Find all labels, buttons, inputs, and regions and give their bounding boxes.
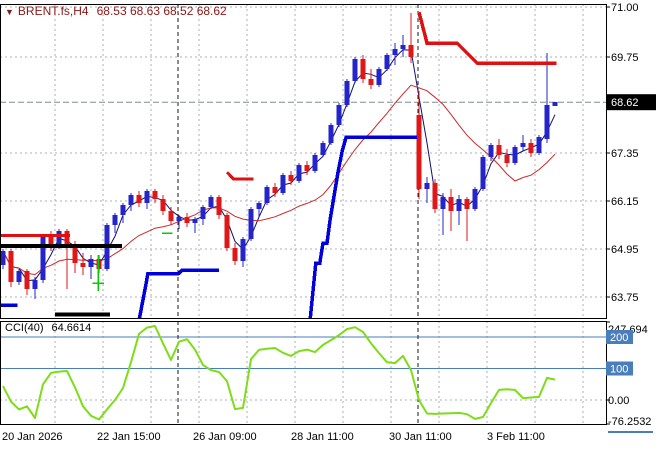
panel-divider[interactable] [0, 319, 607, 321]
current-price-box-label: 68.62 [611, 97, 639, 109]
cci-indicator-label: CCI(40) 64.6614 [5, 322, 91, 334]
cci-axis-labels: 247.6942001000.00-76.2532 [606, 321, 653, 433]
svg-text:200: 200 [610, 332, 628, 344]
current-price-box [606, 94, 656, 111]
time-axis-labels: 20 Jan 2026 22 Jan 15:00 26 Jan 09:00 28 Ja… [2, 431, 545, 443]
svg-text:71.00: 71.00 [611, 2, 639, 14]
time-label: 20 Jan 2026 [2, 431, 63, 443]
time-label: 22 Jan 15:00 [97, 431, 161, 443]
time-label: 30 Jan 11:00 [389, 431, 452, 443]
trade-markers [92, 232, 173, 291]
svg-text:66.15: 66.15 [611, 196, 639, 208]
resistance-step-down [417, 11, 557, 65]
ohlc-values: 68.53 68.63 68.52 68.62 [96, 4, 227, 18]
time-axis[interactable] [0, 426, 660, 450]
svg-text:64.95: 64.95 [611, 244, 639, 256]
support-step-rise-1 [137, 268, 219, 319]
resistance-hook-mid [225, 171, 254, 181]
support-step-rise-2 [308, 135, 417, 319]
moving-average-lines [2, 49, 556, 282]
time-label: 28 Jan 11:00 [291, 431, 354, 443]
time-label: 26 Jan 09:00 [193, 431, 257, 443]
svg-text:63.75: 63.75 [611, 292, 639, 304]
main-chart-content [0, 4, 607, 319]
svg-text:-76.2532: -76.2532 [608, 416, 651, 428]
price-axis-labels: 71.00 69.75 67.35 66.15 64.95 63.75 68.62 [606, 2, 656, 304]
cci-value: 64.6614 [51, 322, 92, 334]
svg-text:69.75: 69.75 [611, 52, 639, 64]
svg-text:100: 100 [610, 364, 628, 376]
cci-name: CCI(40) [5, 322, 44, 334]
cci-panel-plot[interactable] [0, 321, 607, 425]
cci-line-group [2, 325, 556, 421]
time-label: 3 Feb 11:00 [487, 431, 545, 443]
symbol-ohlc-title: ▼ BRENT.fs,H4 68.53 68.63 68.52 68.62 [5, 4, 227, 18]
svg-text:0.00: 0.00 [608, 395, 629, 407]
gridlines [0, 4, 607, 425]
ohlc-dropdown-arrow-icon[interactable]: ▼ [5, 7, 14, 17]
main-chart-border [0, 4, 607, 319]
symbol-title-text: BRENT.fs,H4 [17, 4, 89, 18]
cci-line [2, 325, 556, 421]
cci-scale-underline [608, 431, 653, 433]
overlay-level-lines [0, 4, 607, 319]
svg-text:67.35: 67.35 [611, 148, 639, 160]
price-axis[interactable] [608, 0, 660, 450]
